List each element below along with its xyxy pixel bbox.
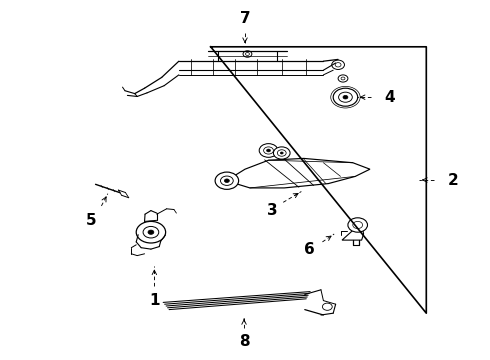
Text: 5: 5 (85, 213, 96, 228)
Text: 2: 2 (448, 172, 459, 188)
Polygon shape (342, 229, 364, 240)
Circle shape (143, 226, 159, 238)
Text: 4: 4 (384, 90, 395, 105)
Text: 6: 6 (304, 242, 315, 257)
Circle shape (224, 179, 229, 183)
Circle shape (267, 149, 270, 152)
Circle shape (322, 303, 332, 310)
Circle shape (335, 63, 341, 67)
Circle shape (245, 53, 249, 55)
Circle shape (339, 92, 352, 102)
Circle shape (280, 152, 283, 154)
Circle shape (215, 172, 239, 189)
Circle shape (273, 147, 290, 159)
Circle shape (264, 147, 273, 154)
Circle shape (277, 150, 286, 156)
Text: 8: 8 (239, 334, 249, 349)
Circle shape (136, 221, 166, 243)
Polygon shape (226, 158, 370, 188)
Circle shape (343, 95, 348, 99)
Circle shape (332, 60, 344, 69)
Circle shape (348, 218, 368, 232)
Circle shape (333, 88, 358, 106)
Text: 7: 7 (240, 11, 250, 26)
Circle shape (243, 51, 252, 57)
Circle shape (353, 221, 363, 229)
Circle shape (148, 230, 154, 234)
Circle shape (220, 176, 233, 185)
Text: 3: 3 (267, 203, 277, 218)
Circle shape (338, 75, 348, 82)
Circle shape (259, 144, 278, 157)
Circle shape (341, 77, 345, 80)
Text: 1: 1 (149, 293, 160, 308)
